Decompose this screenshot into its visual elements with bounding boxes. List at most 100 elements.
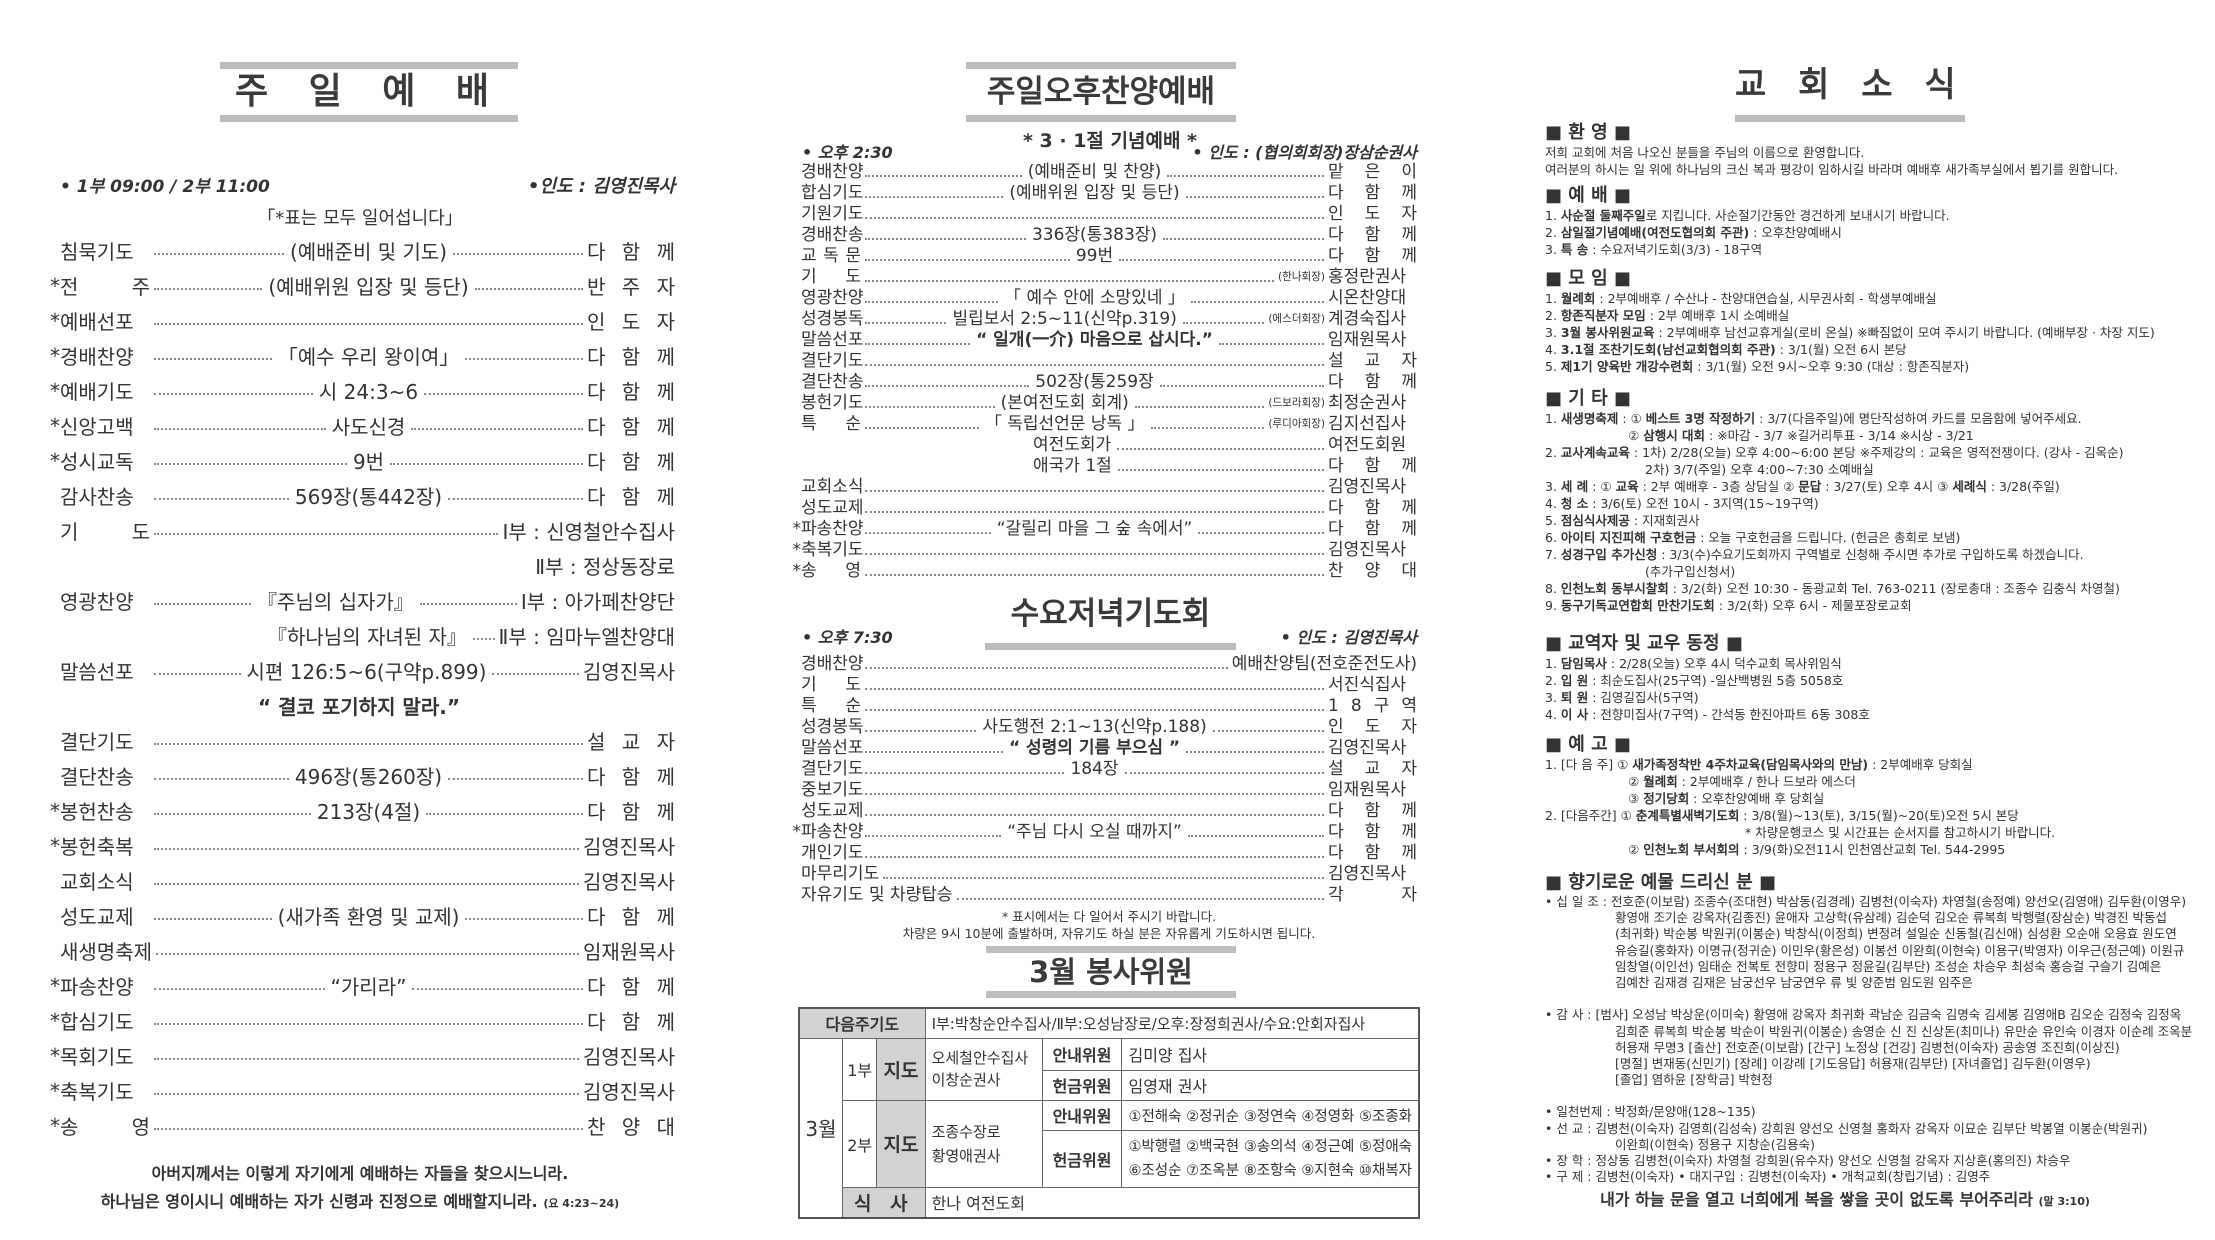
item-person: 찬 양 대: [587, 1115, 675, 1139]
news-text: : 3/3(수)수요기도회까지 구역별로 신청해 주시면 추가로 구입하도록 하…: [1657, 547, 2084, 562]
news-line: ② 월례회 : 2부예배후 / 한나 드보라 에스더: [1545, 773, 2145, 790]
news-text: 3.: [1545, 690, 1561, 705]
news-text: 2.: [1545, 225, 1561, 240]
item-person: 김영진목사: [1328, 477, 1407, 497]
item-label: 말씀선포: [801, 738, 864, 758]
news-text: 김예찬 김재경 김재은 남궁선우 남궁연우 류 빛 양준범 임도원 임주은: [1615, 974, 1973, 990]
item-content: 9번: [352, 450, 385, 474]
news-text: 3.1절 조찬기도회(남선교회협의회 주관): [1560, 342, 1776, 357]
meal-value: 한나 여전도회: [924, 1186, 1420, 1219]
item-label: 파송찬양: [60, 975, 134, 999]
item-label: 말씀선포: [801, 330, 864, 350]
dotted-leader: [1119, 258, 1324, 261]
wednesday-leader: • 인도 : 김영진목사: [1280, 628, 1417, 647]
item-person: 다 함 께: [587, 800, 675, 824]
item-label: 영광찬양: [801, 288, 864, 308]
news-line: [1545, 991, 2145, 1007]
news-text: • 선 교 : 김병천(이숙자) 김영희(김성숙) 강희원 양선오 신영철 홍화…: [1545, 1120, 2148, 1136]
program-row: 기 도 Ⅰ부 : 신영철안수집사: [43, 513, 675, 548]
dotted-leader: [865, 510, 1324, 513]
item-person: 예배찬양팀(전호준전도사): [1231, 654, 1417, 674]
program-row: 특 순 1 8 구 역: [801, 696, 1417, 717]
item-person: 인 도 자: [587, 310, 675, 334]
item-content: “주님 다시 오실 때까지”: [1007, 822, 1182, 842]
program-row: 교회소식 김영진목사: [43, 863, 675, 898]
item-content: “ 성령의 기름 부으심 ”: [1008, 738, 1181, 758]
news-line: 2. 항존직분자 모임 : 2부 예배후 1시 소예배실: [1545, 307, 2145, 324]
item-label: 새생명축제: [60, 940, 152, 964]
item-label: 중보기도: [801, 780, 864, 800]
news-text: ②: [1628, 428, 1644, 443]
news-text: 2.: [1545, 673, 1561, 688]
item-content: 99번: [1075, 246, 1114, 266]
item-person: 다 함 께: [587, 905, 676, 929]
role-note: (드보라회장): [1268, 397, 1326, 409]
item-label: 축복기도: [60, 1080, 134, 1104]
item-content: 496장(통260장): [294, 765, 443, 789]
news-text: 제1기 양육반 개강수련회: [1560, 359, 1694, 374]
news-section: ■ 예 배 ■ 1. 사순절 둘째주일로 지킵니다. 사순절기간동안 경건하게 보…: [1545, 185, 2145, 258]
item-label: 개인기도: [801, 843, 864, 863]
part1-usher: 김미양 집사: [1121, 1037, 1420, 1071]
dotted-leader: [448, 497, 583, 500]
item-content: 336장(통383장): [1031, 225, 1158, 245]
program-row: 경배찬송 336장(통383장) 다 함 께: [801, 225, 1417, 246]
item-person: 다 함 께: [587, 975, 675, 999]
news-line: 1. [다 음 주] ① 새가족정착반 4주차교육(담임목사와의 만남) : 2…: [1545, 756, 2145, 773]
news-text: 이완희(이현숙) 정용구 지창순(김용숙): [1615, 1136, 1815, 1152]
program-row: * 봉헌축복 김영진목사: [43, 828, 675, 863]
news-text: (최귀화) 박순봉 박원귀(이봉순) 박창식(이정희) 변정려 설일순 신동철(…: [1615, 926, 2177, 942]
news-text: 점심식사제공: [1560, 513, 1630, 528]
news-text: 2차) 3/7(주일) 오후 4:00~7:30 소예배실: [1645, 462, 1874, 477]
item-label: 결단기도: [60, 730, 134, 754]
standing-mark: *: [50, 1078, 60, 1103]
item-label: 교 독 문: [801, 246, 861, 266]
part1-guide-label: 지도: [876, 1037, 926, 1101]
item-person: 설 교 자: [587, 730, 675, 754]
dotted-leader: [1186, 750, 1325, 753]
standing-mark: *: [50, 273, 60, 298]
dotted-leader: [865, 771, 1065, 774]
part1-offering: 임영재 권사: [1121, 1069, 1420, 1101]
next-prayer-label: 다음주기도: [798, 1007, 926, 1039]
item-label: 봉헌찬송: [60, 800, 134, 824]
news-text: : ※마감 - 3/7 ※길거리투표 - 3/14 ※시상 - 3/21: [1705, 428, 1974, 443]
news-text: : 1차) 2/28(오늘) 오후 4:00~6:00 본당 ※주제강의 : 교…: [1629, 445, 2124, 460]
dotted-leader: [154, 882, 579, 885]
dotted-leader: [865, 174, 1022, 177]
news-text: 4.: [1545, 496, 1561, 511]
news-text: : 3/28(주일): [1986, 479, 2060, 494]
news-text: : 2부 예배후 1시 소예배실: [1645, 308, 1790, 323]
news-text: [명절] 변재동(신민기) [장례] 이강례 [기도응답] 허용재(김부단) […: [1615, 1055, 2091, 1071]
news-line: 황영애 조기순 강옥자(김종진) 윤애자 고상학(유삼례) 김순덕 김오순 류복…: [1545, 910, 2167, 926]
next-prayer-value: Ⅰ부:박창순안수집사/Ⅱ부:오성남장로/오후:장정희권사/수요:안회자집사: [924, 1007, 1420, 1039]
dotted-leader: [474, 287, 583, 290]
news-text: : 김영길집사(5구역): [1588, 690, 1699, 705]
part1-cell: 1부: [841, 1037, 878, 1101]
sunday-verse-2: 하나님은 영이시니 예배하는 자가 신령과 진정으로 예배할지니라. (요 4:…: [0, 1188, 720, 1212]
meal-label: 식 사: [841, 1186, 926, 1219]
item-person: 다 함 께: [587, 450, 675, 474]
item-content: 사도행전 2:1~13(신약p.188): [982, 717, 1207, 737]
dotted-leader: [1182, 321, 1265, 324]
news-text: 문답: [1798, 479, 1822, 494]
item-person: 다 함 께: [1328, 519, 1418, 539]
news-line: 8. 인천노회 동부시찰회 : 3/2(화) 오전 10:30 - 동광교회 T…: [1545, 580, 2145, 597]
dotted-leader: [154, 1057, 579, 1060]
news-text: : 2부예배후 / 수산나 - 찬양대연습실, 시무권사회 - 학생부예배실: [1595, 291, 1937, 306]
item-person: 임재원목사: [1328, 330, 1407, 350]
item-person: 홍정란권사: [1328, 267, 1407, 287]
news-line: 1. 새생명축제 : ① 베스트 3명 작정하기 : 3/7(다음주일)에 명단…: [1545, 410, 2145, 427]
item-label: 영광찬양: [60, 590, 134, 614]
news-text: 월례회: [1643, 774, 1678, 789]
program-row: * 신앙고백 사도신경 다 함 께: [43, 408, 675, 443]
dotted-leader: [154, 252, 284, 255]
item-person: 다 함 께: [1328, 225, 1417, 245]
dotted-leader: [1167, 174, 1324, 177]
item-content: 시 24:3~6: [318, 380, 419, 404]
item-content: 569장(통442장): [294, 485, 443, 509]
dotted-leader: [154, 392, 313, 395]
item-person: 김영진목사: [583, 1045, 675, 1069]
item-label: 파송찬양: [801, 519, 864, 539]
news-text: 춘계특별새벽기도회: [1635, 808, 1740, 823]
